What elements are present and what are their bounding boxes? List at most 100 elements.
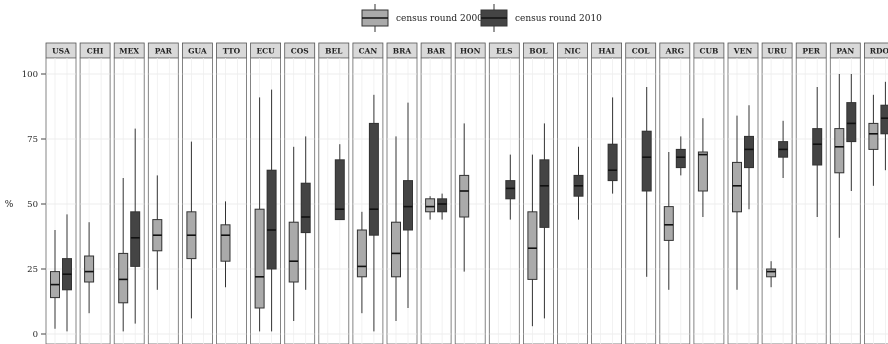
box-2010 [846, 74, 857, 191]
y-tick-label: 75 [27, 135, 38, 145]
box-2000 [118, 178, 129, 332]
strip-label: HAI [598, 47, 615, 56]
strip-label: BRA [393, 47, 412, 56]
box-2000 [766, 261, 777, 288]
y-axis: 0 25 50 75 100 [22, 70, 46, 340]
strip-label: ELS [496, 47, 512, 56]
box-2010 [641, 87, 652, 277]
strip-label: ECU [256, 47, 275, 56]
box-2000 [50, 230, 60, 329]
y-tick-label: 50 [27, 200, 38, 210]
panel-bg [591, 57, 622, 344]
strip-label: URU [767, 47, 787, 56]
panel-bg [79, 57, 111, 344]
panel-bg [864, 57, 888, 344]
y-tick-label: 0 [33, 330, 38, 340]
strip-label: HON [460, 47, 481, 56]
panel-hon: HON [454, 42, 486, 344]
box-2000 [732, 115, 742, 290]
panel-pan: PAN [829, 42, 861, 344]
panel-usa: USA [45, 42, 77, 344]
panel-can: CAN [352, 42, 384, 344]
box-2010 [675, 136, 686, 176]
box [812, 128, 823, 166]
box [527, 211, 538, 280]
panel-rdo: RDO [864, 42, 888, 344]
panel-col: COL [625, 42, 657, 344]
box [437, 198, 448, 213]
panel-cub: CUB [693, 42, 725, 344]
panel-hai: HAI [591, 42, 622, 344]
box-2010 [539, 123, 550, 319]
box [84, 255, 95, 283]
box-2000 [527, 154, 538, 327]
panel-bel: BEL [318, 42, 350, 344]
strip-label: GUA [188, 47, 207, 56]
box [675, 148, 686, 169]
panel-cos: COS [284, 42, 316, 344]
box [880, 104, 888, 135]
box [425, 198, 436, 213]
box-2010 [403, 102, 413, 308]
strip-label: PAN [836, 47, 854, 56]
panel-bg [795, 57, 827, 344]
box-2000 [834, 74, 845, 238]
box-2000 [391, 136, 401, 321]
strip-label: ARG [665, 47, 684, 56]
panel-bg [659, 57, 691, 344]
box [254, 208, 265, 309]
box-2010 [437, 193, 448, 220]
box [505, 180, 516, 200]
box [356, 229, 367, 278]
strip-label: PAR [155, 47, 173, 56]
y-tick-label: 100 [22, 70, 38, 80]
box-2000 [697, 118, 708, 217]
panel-bg [181, 57, 213, 344]
panel-bra: BRA [386, 42, 418, 344]
box-2010 [300, 136, 311, 290]
panels: USA CHI MEX PAR GUA TTO ECU COS BEL CAN BRA BAR HON E… [45, 42, 888, 344]
box-2000 [868, 94, 879, 186]
legend-label: census round 2000 [396, 14, 483, 24]
box-2010 [266, 89, 277, 332]
panel-bg [761, 57, 793, 344]
strip-label: BEL [325, 47, 343, 56]
strip-label: PER [802, 47, 820, 56]
box [539, 159, 550, 228]
box [334, 159, 345, 221]
box-2010 [368, 94, 379, 332]
y-axis-label: % [5, 200, 14, 210]
box [288, 221, 299, 283]
panel-bg [488, 57, 520, 344]
box-2000 [356, 211, 367, 314]
box-2010 [130, 128, 141, 324]
panel-nic: NIC [557, 42, 588, 344]
panel-bg [693, 57, 725, 344]
box [732, 161, 742, 213]
panel-bg [45, 57, 77, 344]
strip-label: CAN [359, 47, 378, 56]
box-2000 [425, 196, 436, 220]
box-2000 [254, 97, 265, 332]
strip-label: USA [52, 47, 70, 56]
panel-bg [557, 57, 588, 344]
box [403, 180, 413, 231]
panel-uru: URU [761, 42, 793, 344]
box-2000 [186, 141, 197, 319]
box [368, 122, 379, 236]
panel-par: PAR [147, 42, 179, 344]
legend: census round 2000 census round 2010 [361, 4, 602, 32]
panel-ecu: ECU [250, 42, 282, 344]
y-tick-label: 25 [27, 265, 38, 275]
panel-bg [829, 57, 861, 344]
strip-label: CUB [699, 47, 718, 56]
box [744, 135, 754, 169]
box-2010 [505, 154, 516, 220]
box-2000 [220, 201, 231, 288]
box-2010 [607, 97, 618, 194]
panel-tto: TTO [216, 42, 247, 344]
box-2000 [288, 146, 299, 321]
strip-label: VEN [733, 47, 753, 56]
panel-bg [216, 57, 247, 344]
